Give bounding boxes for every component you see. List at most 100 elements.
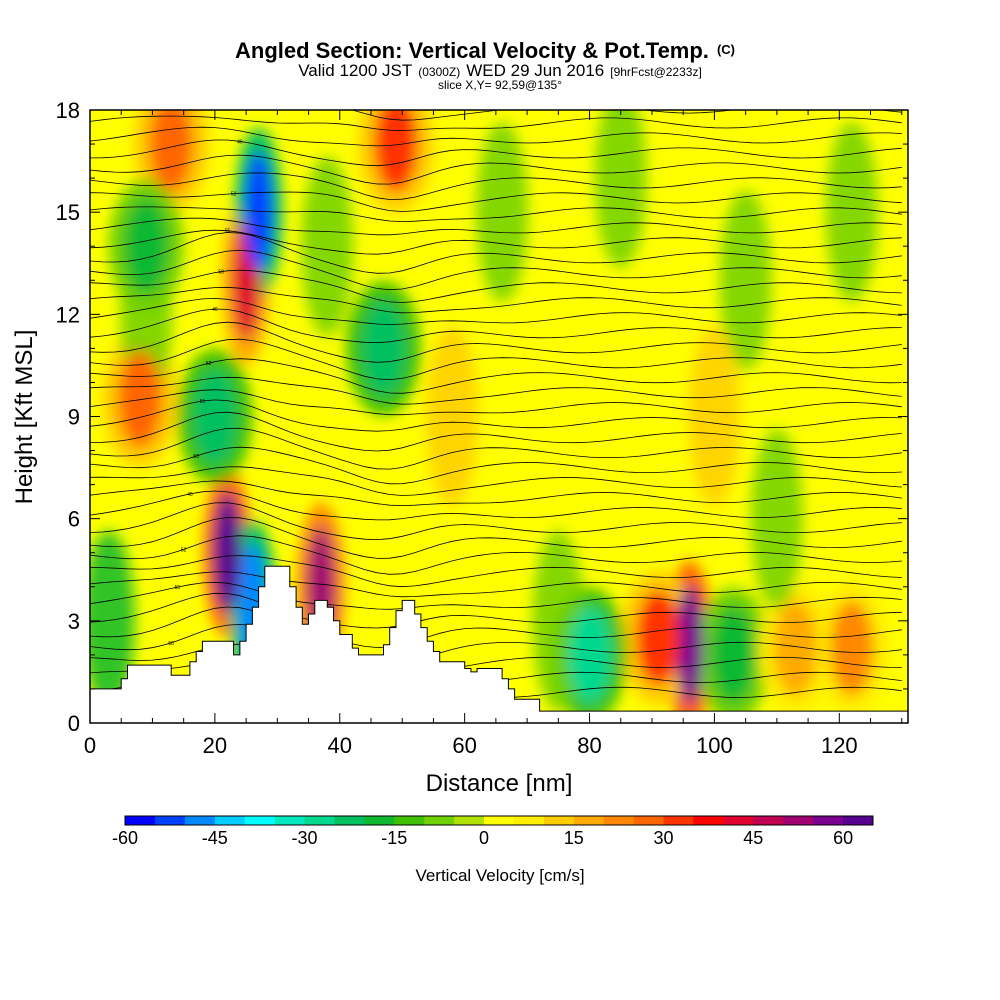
colorbar-swatch [244,816,276,825]
y-tick-label: 0 [68,711,80,736]
theta-contour [90,389,902,416]
theta-contour [90,206,902,223]
theta-contour [90,286,902,314]
theta-contour [90,217,902,236]
x-tick-label: 80 [577,733,601,758]
y-tick-label: 12 [56,302,80,327]
theta-contour [90,517,902,559]
theta-contour [90,399,902,432]
colorbar-tick-label: -15 [381,828,407,848]
velocity-core [711,606,756,703]
theta-contour [90,154,902,185]
theta-contour [90,535,902,575]
colorbar-swatch [454,816,485,825]
velocity-core [675,584,704,705]
theta-label: 46 [237,139,243,145]
colorbar-swatch [125,816,156,825]
y-tick-label: 6 [68,507,80,532]
colorbar-swatch [424,816,455,825]
y-tick-label: 9 [68,405,80,430]
y-tick-label: 18 [56,98,80,123]
theta-contour [90,411,902,452]
theta-contour [90,297,902,325]
theta-label: 46 [212,307,218,313]
colorbar-frame [124,815,874,826]
theta-contour [90,308,902,344]
chart-title: Angled Section: Vertical Velocity & Pot.… [235,38,735,63]
x-tick-label: 100 [696,733,733,758]
colorbar-tick-label: 0 [479,828,489,848]
colorbar-swatch [783,816,814,825]
x-tick-label: 120 [821,733,858,758]
theta-contour [90,623,902,665]
theta-contour [90,249,902,291]
velocity-core [361,300,406,397]
y-tick-label: 3 [68,609,80,634]
theta-contour [90,269,902,303]
colorbar-swatch [603,816,635,825]
colorbar-swatch [513,816,545,825]
colorbar-tick-label: 15 [564,828,584,848]
theta-label: 52 [181,547,187,553]
theta-label: 55 [175,585,181,591]
theta-contour [90,358,902,394]
plot-area: 4650555246505552465055524650 [90,102,908,723]
velocity-core [636,589,681,686]
x-tick-label: 0 [84,733,96,758]
x-tick-label: 60 [452,733,476,758]
theta-contour [90,376,902,405]
theta-contour [90,115,902,131]
theta-contour [90,592,902,629]
theta-contour [90,606,902,648]
colorbar-swatch [723,816,754,825]
velocity-band [719,190,772,371]
x-tick-label: 40 [328,733,352,758]
colorbar-swatch [154,816,186,825]
slice-info: slice X,Y= 92,59@135° [438,78,562,92]
theta-label: 52 [231,192,237,198]
theta-contours: 4650555246505552465055524650 [90,102,902,700]
velocity-core [773,600,818,697]
colorbar-label: Vertical Velocity [cm/s] [415,866,584,885]
colorbar-swatch [573,816,605,825]
theta-label: 52 [206,361,212,367]
colorbar-swatch [543,816,575,825]
y-axis-label: Height [Kft MSL] [11,330,38,505]
velocity-band [750,428,803,609]
colorbar-swatch [693,816,724,825]
theta-contour [90,139,902,167]
y-tick-label: 15 [56,200,80,225]
theta-contour [90,446,902,485]
colorbar-swatch [394,816,425,825]
theta-label: 50 [218,270,224,276]
colorbar-swatch [484,816,515,825]
colorbar-swatch [663,816,694,825]
theta-contour [90,229,902,255]
theta-label: 50 [243,102,249,108]
velocity-core [829,600,874,697]
velocity-band [594,110,647,269]
colorbar-tick-label: -30 [292,828,318,848]
velocity-core [567,606,612,703]
theta-contour [90,466,902,496]
colorbar-tick-label: 45 [743,828,763,848]
velocity-core [244,152,273,273]
theta-contour [90,427,902,470]
colorbar-tick-label: -60 [112,828,138,848]
velocity-band [476,122,529,303]
velocity-band [688,326,741,507]
velocity-band [426,326,479,507]
colorbar-swatch [843,816,874,825]
velocity-band [90,530,135,711]
x-axis-label: Distance [nm] [426,770,573,797]
colorbar-swatch [304,816,335,825]
colorbar: -60 -45 -30 -15 0 15 30 45 60 [112,815,874,848]
theta-contour [90,581,902,610]
theta-contour [90,232,902,274]
velocity-band [825,122,878,303]
x-axis: 0 20 40 60 80 100 120 [84,110,903,758]
theta-contour [90,321,902,363]
theta-label: 55 [200,399,206,405]
colorbar-swatch [334,816,365,825]
